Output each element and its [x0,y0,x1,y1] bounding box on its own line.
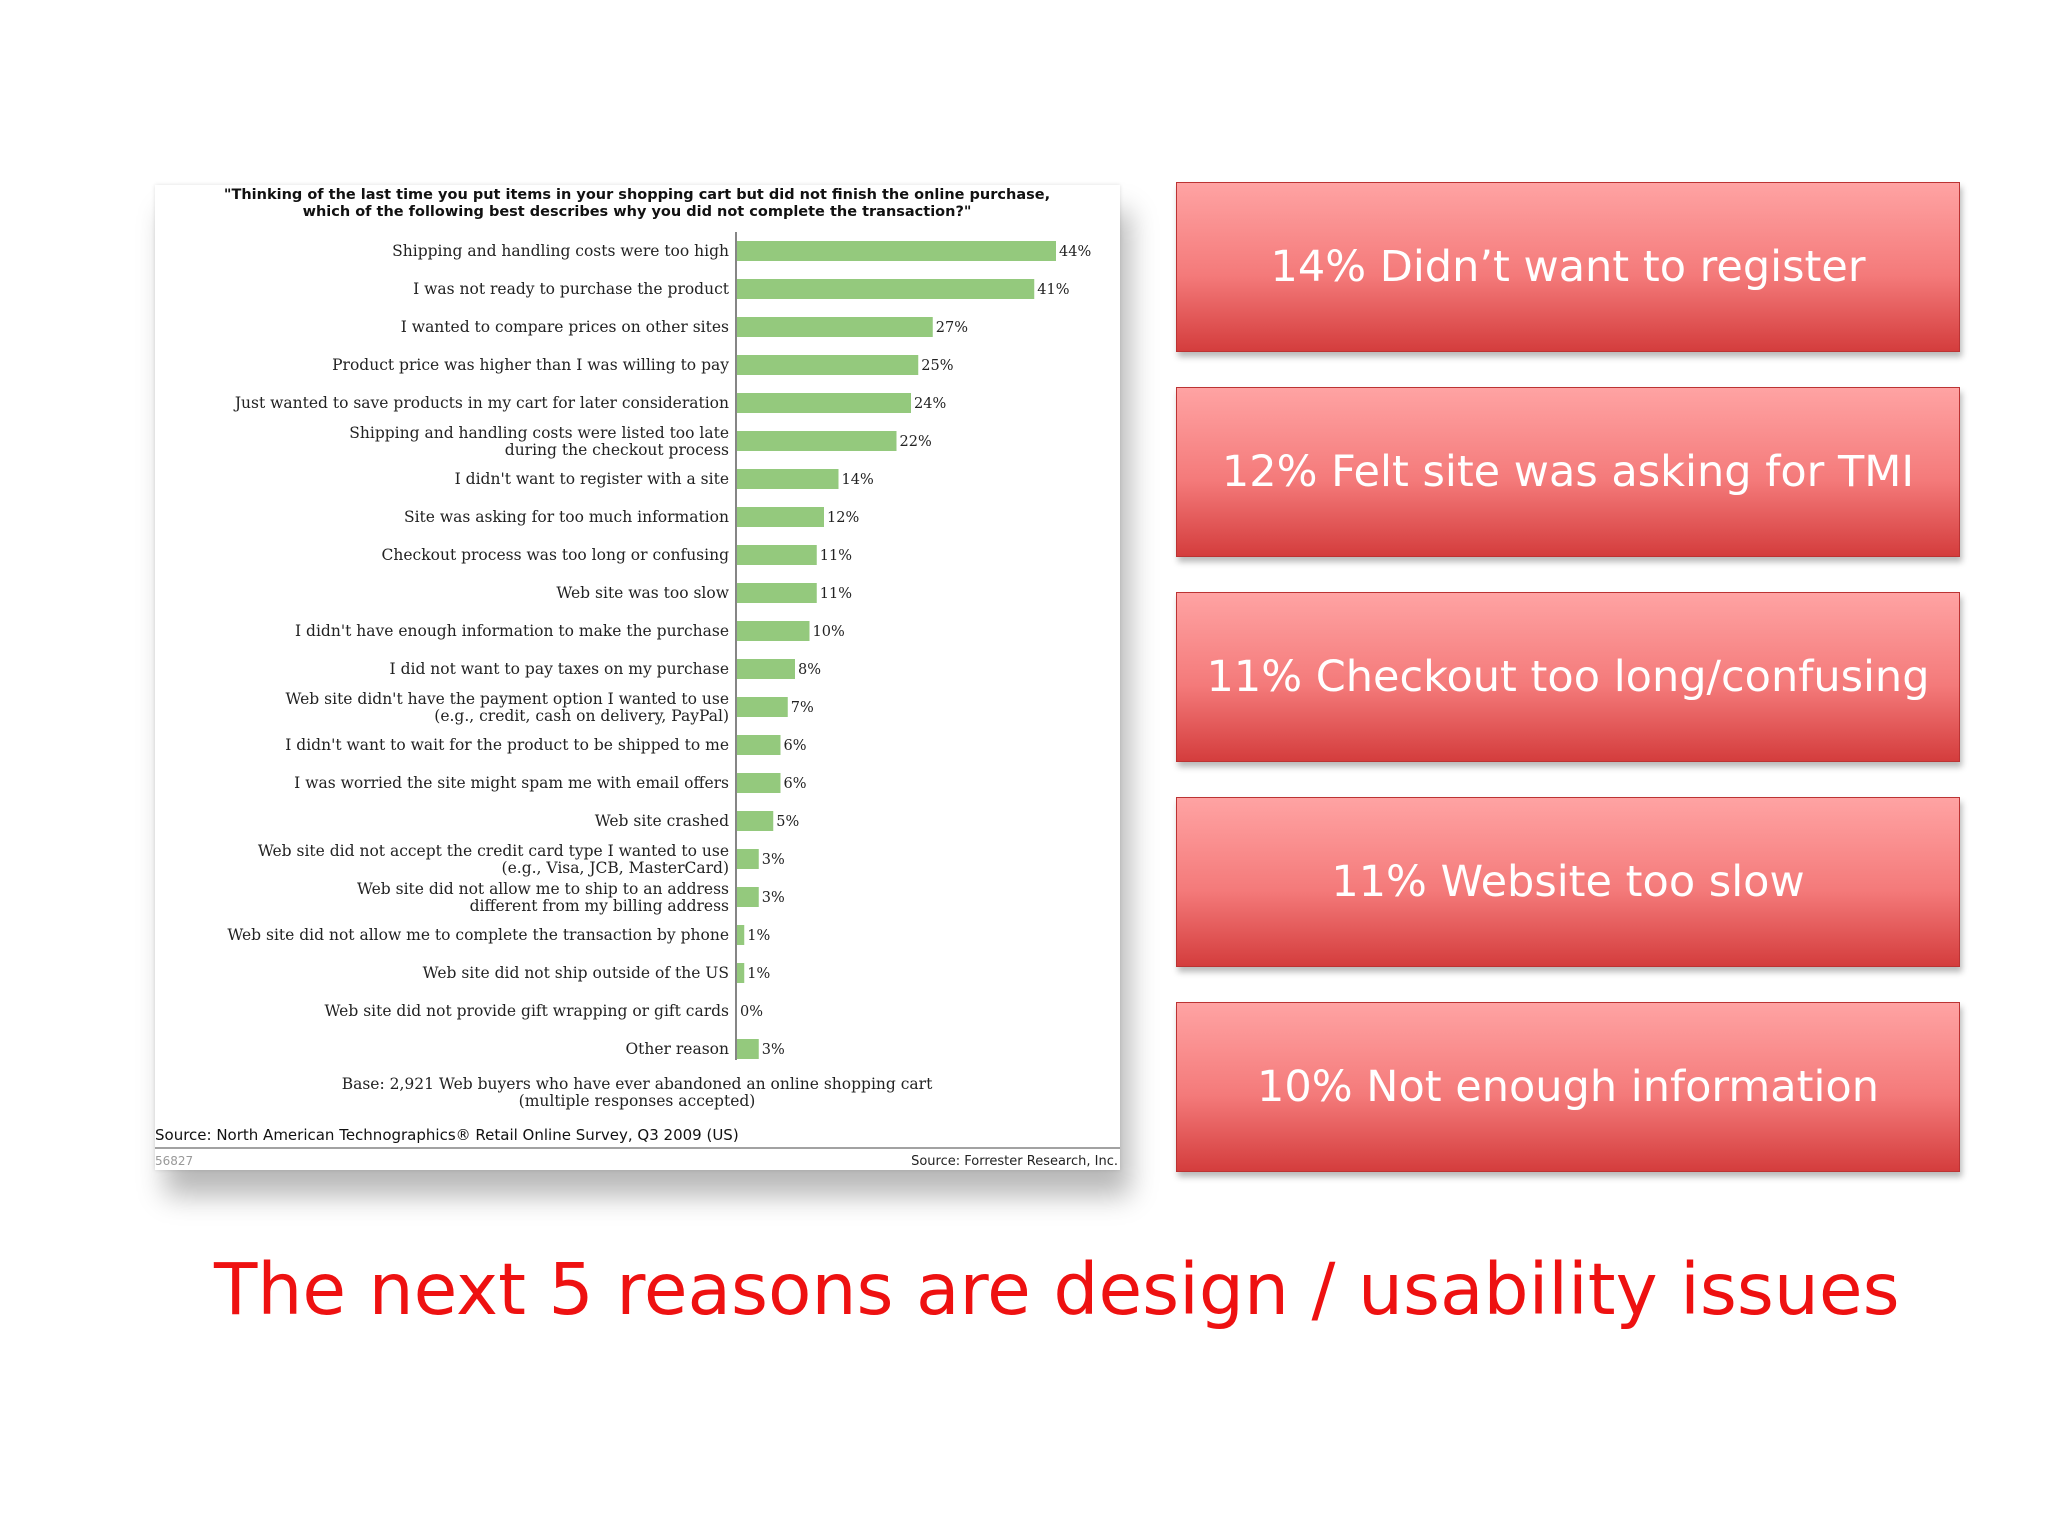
bar-value-label: 8% [798,662,821,678]
bar-value-label: 7% [791,700,814,716]
bar [737,545,817,565]
category-label: Just wanted to save products in my cart … [233,394,729,412]
category-label: Web site did not accept the credit card … [258,842,729,860]
bar-value-label: 24% [914,396,946,412]
bar-value-label: 3% [762,890,785,906]
bar-value-label: 1% [747,928,770,944]
category-label: Checkout process was too long or confusi… [382,546,730,564]
bar-value-label: 6% [784,776,807,792]
chart-title-line: which of the following best describes wh… [303,204,972,220]
bar-value-label: 27% [936,320,968,336]
category-label: Web site did not allow me to complete th… [227,926,729,944]
figure-id: 56827 [155,1154,193,1168]
chart-notes: Base: 2,921 Web buyers who have ever aba… [155,1075,1118,1169]
base-note-line: Base: 2,921 Web buyers who have ever aba… [342,1075,933,1093]
bar-value-label: 25% [921,358,953,374]
bar-value-label: 22% [900,434,932,450]
bar [737,393,911,413]
bar [737,317,933,337]
chart-title-line: "Thinking of the last time you put items… [224,187,1050,203]
bar [737,963,745,983]
category-label: I was not ready to purchase the product [413,280,730,298]
bar [737,469,839,489]
category-label: Shipping and handling costs were too hig… [392,242,729,260]
bar-value-label: 5% [776,814,799,830]
category-label: I didn't want to register with a site [455,470,729,488]
callout-register-text: 14% Didn’t want to register [1270,242,1866,292]
callout-information-text: 10% Not enough information [1257,1062,1879,1112]
bar [737,811,774,831]
bar [737,773,781,793]
bar [737,925,745,945]
base-note-line: (multiple responses accepted) [519,1092,756,1110]
category-label: (e.g., credit, cash on delivery, PayPal) [434,707,729,725]
bottom-caption: The next 5 reasons are design / usabilit… [214,1248,1900,1331]
category-label: I wanted to compare prices on other site… [401,318,729,336]
bar [737,1039,759,1059]
callout-information: 10% Not enough information [1176,1002,1960,1172]
bar-value-label: 3% [762,1042,785,1058]
callout-tmi-text: 12% Felt site was asking for TMI [1221,447,1915,497]
callout-register: 14% Didn’t want to register [1176,182,1960,352]
bar [737,355,919,375]
bar [737,887,759,907]
credit-line: Source: Forrester Research, Inc. [911,1154,1118,1169]
category-label: I didn't have enough information to make… [295,622,729,640]
bar-value-label: 41% [1037,282,1069,298]
category-label: Web site was too slow [556,584,729,602]
source-line: Source: North American Technographics® R… [155,1126,739,1144]
callout-slow-text: 11% Website too slow [1331,857,1805,907]
bar-value-label: 11% [820,548,852,564]
category-label: Site was asking for too much information [404,508,729,526]
bar-value-label: 0% [740,1004,763,1020]
bar-value-label: 44% [1059,244,1091,260]
category-label: Web site did not provide gift wrapping o… [325,1002,730,1020]
bar-value-label: 6% [784,738,807,754]
callout-checkout-text: 11% Checkout too long/confusing [1206,652,1930,702]
bar [737,849,759,869]
category-label: Web site crashed [595,812,729,830]
category-label: Product price was higher than I was will… [332,356,729,374]
callout-tmi: 12% Felt site was asking for TMI [1176,387,1960,557]
bar-value-label: 3% [762,852,785,868]
bars-group: 44% Shipping and handling costs were too … [227,241,1091,1059]
bar-value-label: 1% [747,966,770,982]
bar [737,279,1035,299]
bar [737,697,788,717]
category-label: Web site didn't have the payment option … [285,690,729,708]
bar [737,659,795,679]
bar [737,621,810,641]
category-label: Web site did not allow me to ship to an … [357,880,729,898]
chart-card: "Thinking of the last time you put items… [155,185,1120,1170]
callout-checkout: 11% Checkout too long/confusing [1176,592,1960,762]
category-label: Shipping and handling costs were listed … [349,424,729,442]
abandonment-bar-chart: "Thinking of the last time you put items… [155,187,1120,1169]
category-label: I did not want to pay taxes on my purcha… [390,660,729,678]
category-label: I was worried the site might spam me wit… [294,774,729,792]
category-label: Other reason [625,1040,729,1058]
category-label: different from my billing address [470,897,729,915]
bar [737,583,817,603]
bar-value-label: 14% [842,472,874,488]
bar-value-label: 11% [820,586,852,602]
category-label: (e.g., Visa, JCB, MasterCard) [502,859,729,877]
category-label: I didn't want to wait for the product to… [285,736,729,754]
bar-value-label: 12% [827,510,859,526]
bar-value-label: 10% [813,624,845,640]
callout-slow: 11% Website too slow [1176,797,1960,967]
bar [737,431,897,451]
bar [737,507,824,527]
category-label: Web site did not ship outside of the US [423,964,729,982]
category-label: during the checkout process [505,441,729,459]
chart-title: "Thinking of the last time you put items… [224,187,1050,220]
bar [737,735,781,755]
bar [737,241,1056,261]
